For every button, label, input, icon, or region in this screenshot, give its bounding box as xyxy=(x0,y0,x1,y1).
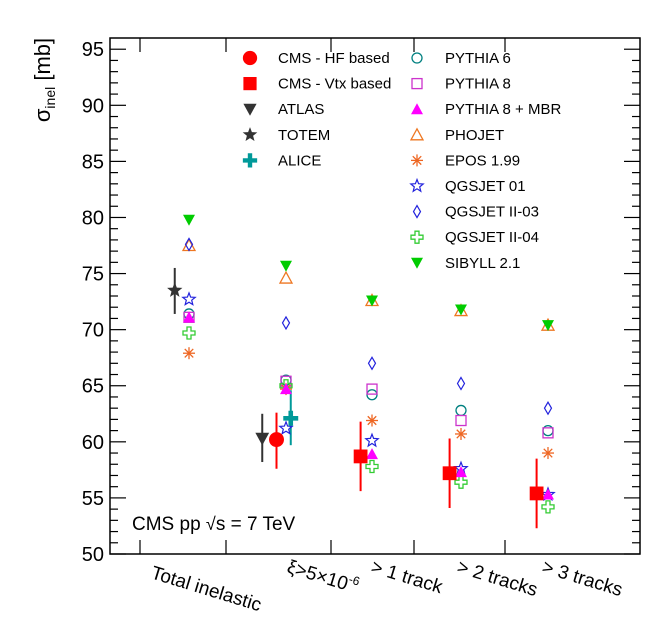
data-point xyxy=(364,432,380,448)
y-tick-label: 85 xyxy=(82,151,104,173)
legend-marker xyxy=(242,50,258,66)
legend-label: QGSJET II-04 xyxy=(445,229,539,246)
y-tick-label: 50 xyxy=(82,544,104,566)
legend-marker xyxy=(243,103,257,116)
legend-label: PYTHIA 6 xyxy=(445,50,511,67)
data-point xyxy=(366,383,378,395)
legend-label: PYTHIA 8 + MBR xyxy=(445,101,561,118)
data-point xyxy=(453,303,469,317)
data-point xyxy=(366,448,378,460)
legend-marker xyxy=(411,52,423,64)
energy-annotation: CMS pp √s = 7 TeV xyxy=(132,514,296,535)
y-tick-label: 90 xyxy=(82,95,104,117)
legend-marker xyxy=(411,257,423,269)
data-point xyxy=(183,214,195,226)
legend-marker xyxy=(410,230,424,244)
data-point xyxy=(365,459,379,474)
legend-label: QGSJET 01 xyxy=(445,178,526,195)
legend-label: CMS - Vtx based xyxy=(278,76,391,93)
data-point xyxy=(455,414,467,427)
data-point xyxy=(542,488,554,500)
legend-label: PHOJET xyxy=(445,127,504,144)
data-point xyxy=(280,260,292,272)
y-tick-label: 65 xyxy=(82,376,104,398)
legend-marker xyxy=(409,177,425,193)
data-point xyxy=(455,427,467,440)
legend-marker xyxy=(242,127,258,141)
legend-label: PYTHIA 8 xyxy=(445,76,511,93)
legend-label: CMS - HF based xyxy=(278,50,390,67)
y-tick-label: 70 xyxy=(82,320,104,342)
data-point xyxy=(183,311,195,323)
data-point xyxy=(543,400,553,416)
data-point xyxy=(455,466,467,478)
data-point xyxy=(182,326,196,340)
data-point xyxy=(456,376,466,391)
data-point xyxy=(184,237,194,252)
y-tick-label: 95 xyxy=(82,39,104,61)
data-point xyxy=(278,270,294,284)
legend-marker xyxy=(409,127,425,141)
legend-label: TOTEM xyxy=(278,127,330,144)
y-tick-label: 75 xyxy=(82,264,104,286)
legend-marker xyxy=(411,154,423,167)
legend-label: ALICE xyxy=(278,152,321,169)
data-point xyxy=(280,383,292,395)
data-point xyxy=(283,410,299,426)
data-point xyxy=(353,449,368,464)
data-point xyxy=(542,427,554,439)
data-point xyxy=(367,356,377,371)
data-point xyxy=(183,347,195,360)
data-point xyxy=(366,295,378,307)
legend-marker xyxy=(242,153,258,168)
legend-label: SIBYLL 2.1 xyxy=(445,255,520,272)
data-point xyxy=(455,304,467,316)
legend-marker xyxy=(411,103,423,115)
data-point xyxy=(366,414,378,427)
data-point xyxy=(269,432,284,448)
data-point xyxy=(454,475,468,489)
legend-marker xyxy=(411,77,423,90)
data-point xyxy=(278,420,294,435)
legend-marker xyxy=(412,204,422,219)
data-point xyxy=(542,320,554,332)
legend-label: QGSJET II-03 xyxy=(445,204,539,221)
data-point xyxy=(181,291,197,306)
data-point xyxy=(529,486,544,501)
data-point xyxy=(541,500,555,514)
legend-marker xyxy=(243,77,257,91)
y-tick-label: 60 xyxy=(82,432,104,454)
data-point xyxy=(255,432,270,446)
data-point xyxy=(167,282,183,297)
y-tick-label: 80 xyxy=(82,207,104,229)
legend-label: ATLAS xyxy=(278,101,324,118)
y-tick-label: 55 xyxy=(82,488,104,510)
data-point xyxy=(442,466,457,481)
legend-label: EPOS 1.99 xyxy=(445,152,520,169)
data-point xyxy=(542,447,554,460)
data-point xyxy=(281,315,291,331)
y-axis-label: σinel [mb] xyxy=(30,38,58,122)
